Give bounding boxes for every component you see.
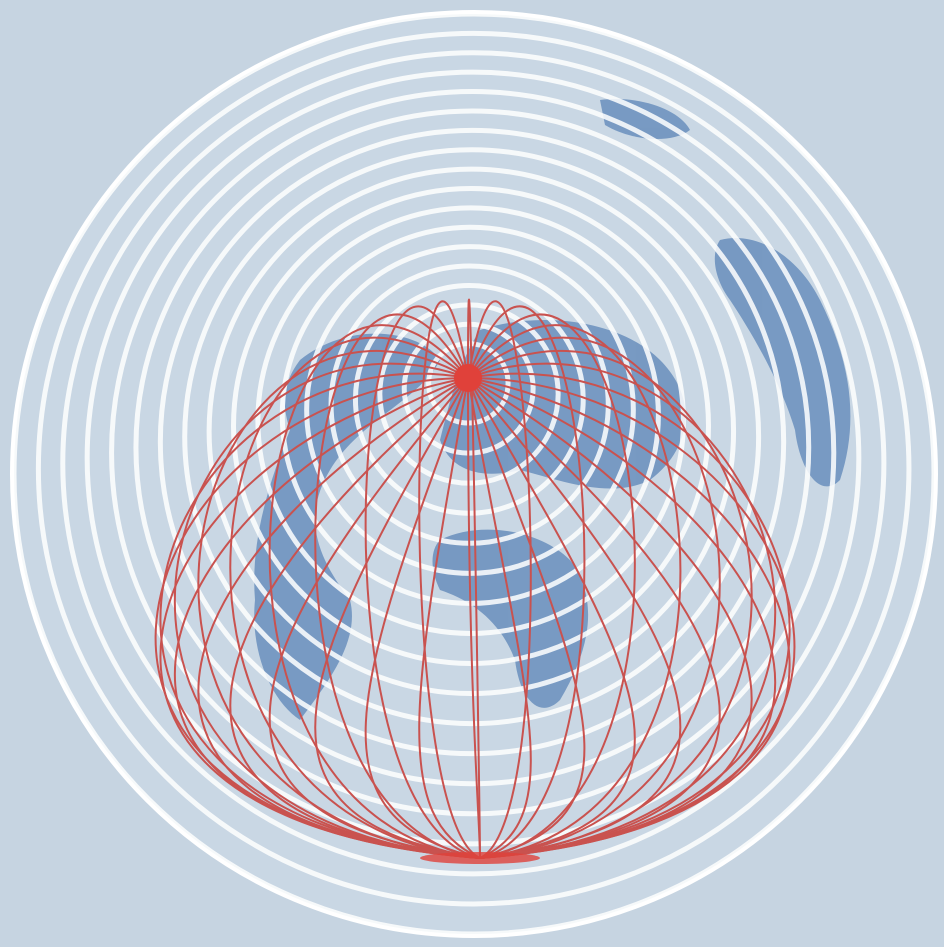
meridian	[418, 300, 481, 859]
meridian	[467, 377, 532, 859]
meridian	[268, 324, 481, 859]
meridian	[467, 377, 777, 859]
parallel	[84, 69, 862, 847]
landmass-north	[600, 99, 690, 140]
meridian	[314, 377, 481, 859]
meridian	[467, 298, 481, 859]
meridian	[467, 324, 682, 859]
meridian	[467, 377, 586, 859]
meridian	[418, 377, 481, 859]
meridian	[467, 377, 636, 859]
parallel	[133, 108, 812, 787]
meridian	[467, 377, 721, 859]
meridian	[154, 377, 481, 859]
meridian	[467, 377, 796, 859]
parallel	[182, 147, 762, 727]
meridian	[467, 362, 777, 859]
meridian	[467, 377, 682, 859]
south-pole	[420, 852, 540, 864]
meridian	[467, 377, 753, 859]
parallel	[157, 127, 787, 757]
meridian	[364, 377, 481, 859]
parallel	[206, 166, 737, 697]
meridians	[154, 298, 796, 859]
meridian	[467, 336, 721, 859]
globe-outline	[10, 10, 938, 938]
north-pole	[454, 364, 482, 392]
meridian	[197, 350, 481, 859]
meridian	[467, 305, 586, 859]
parallel	[35, 30, 912, 907]
landmass-americas	[254, 333, 440, 720]
meridian	[229, 336, 481, 859]
meridian	[229, 377, 481, 859]
parallel	[60, 50, 887, 877]
meridian	[364, 305, 481, 859]
meridian	[159, 377, 481, 859]
meridian	[467, 377, 481, 859]
meridian	[467, 372, 791, 859]
meridian	[159, 372, 481, 859]
parallel	[109, 89, 837, 817]
